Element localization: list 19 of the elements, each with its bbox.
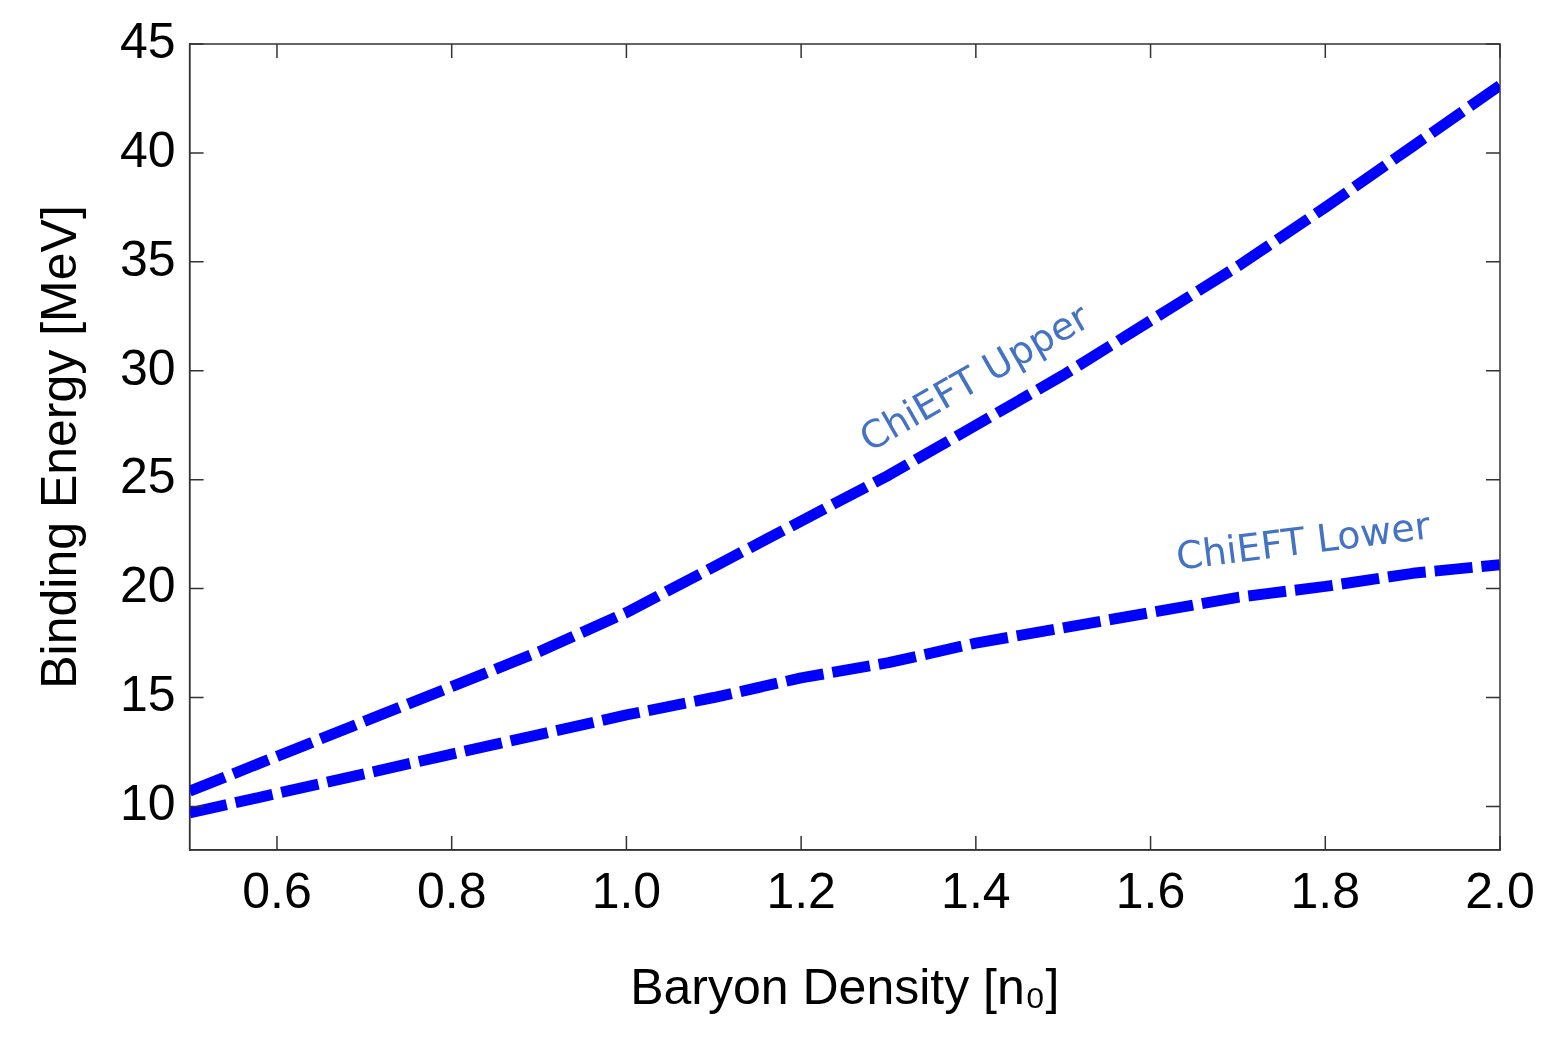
y-tick-label: 40: [119, 121, 176, 178]
annotation: ChiEFT Lower: [1173, 503, 1433, 579]
x-axis-title: Baryon Density [n₀]: [630, 958, 1060, 1015]
y-tick-label: 30: [119, 339, 176, 396]
x-tick-label: 1.6: [1115, 862, 1186, 919]
x-tick-label: 1.0: [591, 862, 662, 919]
x-tick-label: 1.2: [766, 862, 836, 919]
y-tick-label: 45: [119, 12, 176, 69]
y-tick-label: 25: [119, 448, 176, 505]
y-tick-label: 10: [119, 775, 176, 832]
x-tick-label: 0.6: [242, 862, 312, 919]
x-tick-label: 0.8: [416, 862, 487, 919]
x-tick-label: 1.4: [941, 862, 1011, 919]
y-tick-label: 20: [119, 557, 176, 614]
y-tick-label: 35: [119, 230, 176, 287]
x-tick-label: 2.0: [1465, 862, 1535, 919]
x-tick-label: 1.8: [1290, 862, 1361, 919]
y-tick-label: 15: [119, 666, 176, 723]
y-axis-title: Binding Energy [MeV]: [30, 205, 87, 689]
